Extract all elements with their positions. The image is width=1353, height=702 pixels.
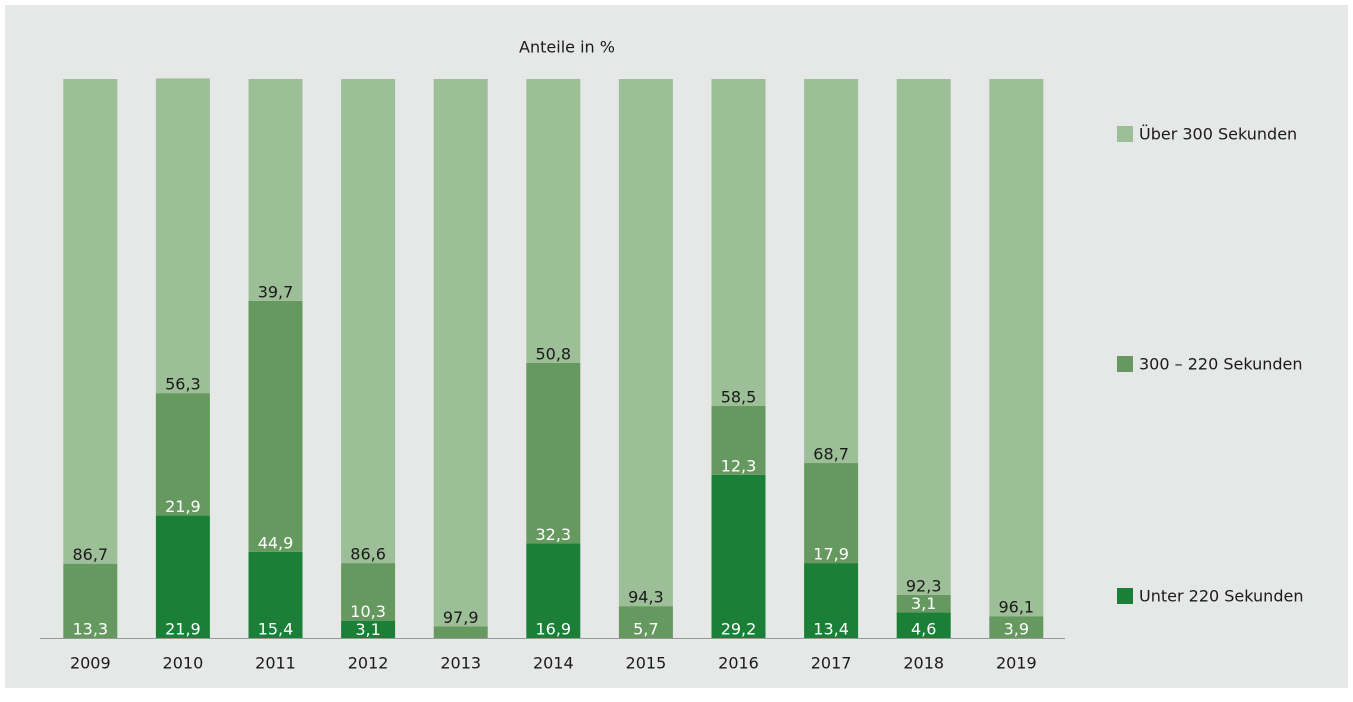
data-label: 92,3 <box>906 576 942 595</box>
bar-segment <box>711 474 766 638</box>
data-label: 44,9 <box>258 533 294 552</box>
bar-segment <box>896 594 951 613</box>
bar-segment <box>341 79 396 564</box>
data-label: 3,9 <box>1004 620 1029 639</box>
bar-segment <box>341 620 396 638</box>
data-label: 4,6 <box>911 620 936 639</box>
data-label: 5,7 <box>633 620 658 639</box>
bar-segment <box>896 79 951 595</box>
data-label: 13,4 <box>813 620 849 639</box>
bar-segment <box>526 79 581 363</box>
legend-swatch <box>1117 588 1133 604</box>
data-label: 10,3 <box>350 602 386 621</box>
bar-segment <box>804 563 859 638</box>
bar-segment <box>155 393 210 516</box>
x-tick-label: 2015 <box>626 654 667 673</box>
bar-segment <box>248 79 303 301</box>
x-tick-label: 2011 <box>255 654 296 673</box>
data-label: 17,9 <box>813 545 849 564</box>
x-tick-label: 2010 <box>163 654 204 673</box>
data-label: 29,2 <box>721 620 757 639</box>
bar-segment <box>155 515 210 638</box>
data-label: 50,8 <box>535 344 571 363</box>
chart-title: Anteile in % <box>519 38 615 57</box>
data-label: 32,3 <box>535 525 571 544</box>
x-tick-label: 2019 <box>996 654 1037 673</box>
data-label: 86,6 <box>350 545 386 564</box>
chart-background <box>5 5 1348 688</box>
data-label: 39,7 <box>258 282 294 301</box>
bar-segment <box>896 612 951 638</box>
bar-segment <box>989 79 1044 617</box>
bar-segment <box>63 79 118 564</box>
data-label: 68,7 <box>813 445 849 464</box>
data-label: 12,3 <box>721 456 757 475</box>
x-tick-label: 2009 <box>70 654 111 673</box>
data-label: 3,1 <box>355 620 380 639</box>
bar-segment <box>248 300 303 552</box>
data-label: 58,5 <box>721 388 757 407</box>
data-label: 96,1 <box>998 598 1034 617</box>
data-label: 97,9 <box>443 608 479 627</box>
bar-segment <box>618 79 673 607</box>
data-label: 16,9 <box>535 620 571 639</box>
x-tick-label: 2018 <box>903 654 944 673</box>
x-tick-label: 2017 <box>811 654 852 673</box>
bar-segment <box>63 563 118 638</box>
legend-swatch <box>1117 356 1133 372</box>
x-tick-label: 2016 <box>718 654 759 673</box>
data-label: 56,3 <box>165 375 201 394</box>
data-label: 13,3 <box>72 620 108 639</box>
data-label: 3,1 <box>911 594 936 613</box>
x-tick-label: 2012 <box>348 654 389 673</box>
data-label: 15,4 <box>258 620 294 639</box>
legend-label: 300 – 220 Sekunden <box>1139 355 1303 374</box>
bar-segment <box>618 606 673 638</box>
bar-segment <box>526 543 581 638</box>
legend-label: Unter 220 Sekunden <box>1139 587 1303 606</box>
data-label: 21,9 <box>165 497 201 516</box>
bar-segment <box>711 79 766 407</box>
x-tick-label: 2013 <box>440 654 481 673</box>
legend-swatch <box>1117 126 1133 142</box>
data-label: 94,3 <box>628 588 664 607</box>
bar-segment <box>526 362 581 544</box>
data-label: 86,7 <box>72 545 108 564</box>
bar-segment <box>804 463 859 564</box>
x-tick-label: 2014 <box>533 654 574 673</box>
bar-segment <box>804 79 859 464</box>
bar-segment <box>248 551 303 638</box>
bar-segment <box>433 79 488 627</box>
bar-segment <box>341 563 396 621</box>
bar-segment <box>155 78 210 394</box>
bar-segment <box>989 616 1044 638</box>
legend-label: Über 300 Sekunden <box>1139 125 1297 144</box>
data-label: 21,9 <box>165 620 201 639</box>
bar-segment <box>433 626 488 638</box>
bar-segment <box>711 406 766 475</box>
